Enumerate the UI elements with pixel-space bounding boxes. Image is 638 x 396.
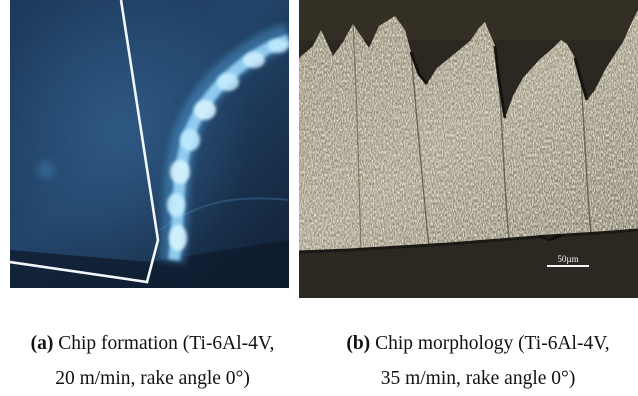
caption-a-tag: (a) <box>30 333 54 354</box>
caption-b-tag: (b) <box>346 333 371 354</box>
micrograph-chip-morphology: 50µm <box>299 0 638 298</box>
photo-chip-formation <box>10 0 289 288</box>
caption-a-line2: 20 m/min, rake angle 0°) <box>55 368 250 389</box>
caption-b-text: Chip morphology (Ti-6Al-4V, <box>370 333 610 354</box>
caption-a-text: Chip formation (Ti-6Al-4V, <box>53 333 275 354</box>
caption-a-line1: (a) Chip formation (Ti-6Al-4V, <box>0 326 305 361</box>
caption-b-line2: 35 m/min, rake angle 0°) <box>380 368 576 389</box>
caption-b-line1: (b) Chip morphology (Ti-6Al-4V, <box>318 326 638 361</box>
scale-bar-label: 50µm <box>557 254 578 264</box>
caption-panel-b: (b) Chip morphology (Ti-6Al-4V, 35 m/min… <box>318 326 638 396</box>
caption-panel-a: (a) Chip formation (Ti-6Al-4V, 20 m/min,… <box>0 326 305 396</box>
